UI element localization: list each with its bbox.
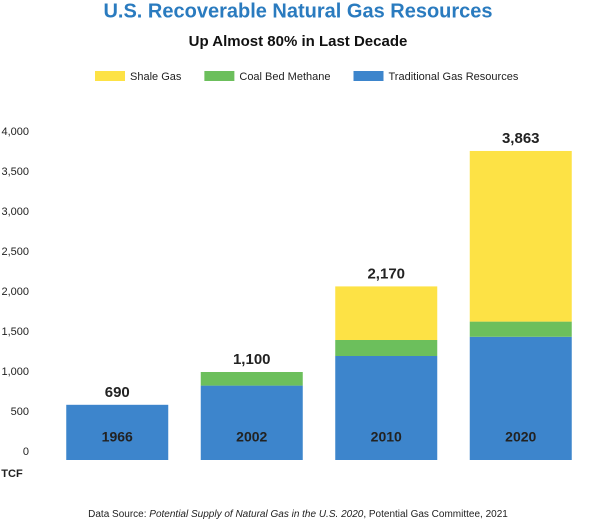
total-label: 1,100 xyxy=(233,351,271,368)
y-tick-label: 3,000 xyxy=(1,206,29,218)
source-suffix: , Potential Gas Committee, 2021 xyxy=(363,509,508,520)
legend-label: Coal Bed Methane xyxy=(239,71,330,83)
y-tick-label: 1,000 xyxy=(1,366,29,378)
bar-segment xyxy=(469,321,572,337)
bar-segment xyxy=(200,372,303,386)
y-tick-label: 2,000 xyxy=(1,286,29,298)
x-tick-label: 2002 xyxy=(236,429,267,445)
chart-title: U.S. Recoverable Natural Gas Resources xyxy=(103,0,492,22)
y-axis-label: TCF xyxy=(1,468,23,480)
legend-label: Traditional Gas Resources xyxy=(389,71,519,83)
y-tick-label: 2,500 xyxy=(1,246,29,258)
y-tick-label: 500 xyxy=(11,406,29,418)
x-tick-label: 2020 xyxy=(505,429,536,445)
legend-swatch xyxy=(353,71,384,81)
y-tick-label: 3,500 xyxy=(1,166,29,178)
legend-swatch xyxy=(95,71,125,81)
total-label: 2,170 xyxy=(367,265,405,282)
bar-segment xyxy=(335,340,438,356)
x-tick-label: 1966 xyxy=(102,429,133,445)
bar-segment xyxy=(469,336,572,460)
x-tick-label: 2010 xyxy=(371,429,402,445)
y-tick-label: 4,000 xyxy=(1,126,29,138)
legend-label: Shale Gas xyxy=(130,71,182,83)
bar-segment xyxy=(335,356,438,460)
bar-segment xyxy=(200,385,303,460)
source-note: Data Source: Potential Supply of Natural… xyxy=(88,509,508,520)
chart-subtitle: Up Almost 80% in Last Decade xyxy=(189,33,408,50)
legend-swatch xyxy=(204,71,235,81)
total-label: 3,863 xyxy=(502,130,540,147)
source-title: Potential Supply of Natural Gas in the U… xyxy=(149,509,363,520)
bar-segment xyxy=(469,150,572,322)
bar-segment xyxy=(335,286,438,340)
bar-segment xyxy=(66,404,169,460)
y-tick-label: 0 xyxy=(23,446,29,458)
source-prefix: Data Source: xyxy=(88,509,149,520)
total-label: 690 xyxy=(105,384,130,401)
y-tick-label: 1,500 xyxy=(1,326,29,338)
